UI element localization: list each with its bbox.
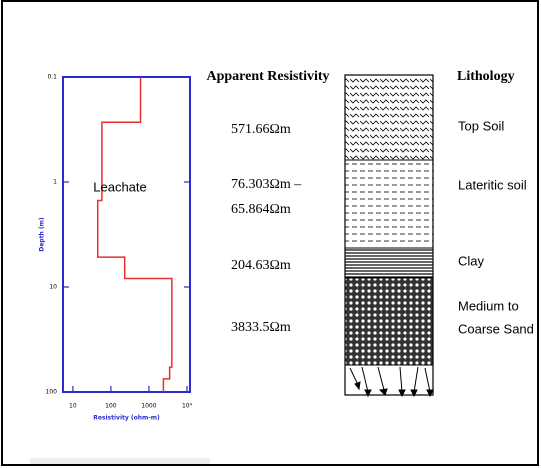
column-title: Apparent Resistivity	[206, 69, 329, 84]
resistivity-label: 65.864Ωm	[231, 202, 291, 217]
lithology-label: Clay	[458, 253, 485, 268]
y-tick-label: 100	[46, 389, 58, 396]
resistivity-label: 204.63Ωm	[231, 258, 291, 273]
lithology-label: Top Soil	[458, 118, 504, 133]
y-tick-label: 1	[53, 179, 57, 186]
column-title: Lithology	[457, 69, 515, 84]
plot-frame	[62, 76, 191, 393]
lithology-label: Coarse Sand	[458, 321, 534, 336]
x-tick-label: 1000	[141, 403, 156, 410]
annotation: Leachate	[93, 179, 147, 194]
profile-line	[96, 77, 173, 392]
x-tick-label: 100	[105, 403, 117, 410]
lithology-column	[344, 74, 434, 398]
footer-bar	[30, 458, 210, 464]
lithology-label: Medium to	[458, 298, 519, 313]
resistivity-label: 3833.5Ωm	[231, 320, 291, 335]
y-tick-label: 10	[49, 284, 57, 291]
resistivity-label: 76.303Ωm –	[231, 177, 302, 192]
lithology-label: Lateritic soil	[458, 177, 527, 192]
y-tick-label: 0.1	[47, 74, 57, 81]
y-axis-label: Depth (m)	[39, 217, 46, 252]
resistivity-label: 571.66Ωm	[231, 122, 291, 137]
x-axis-label: Resistivity (ohm-m)	[93, 415, 160, 422]
x-tick-label: 10	[69, 403, 77, 410]
x-tick-label: 10⁴	[182, 403, 193, 410]
